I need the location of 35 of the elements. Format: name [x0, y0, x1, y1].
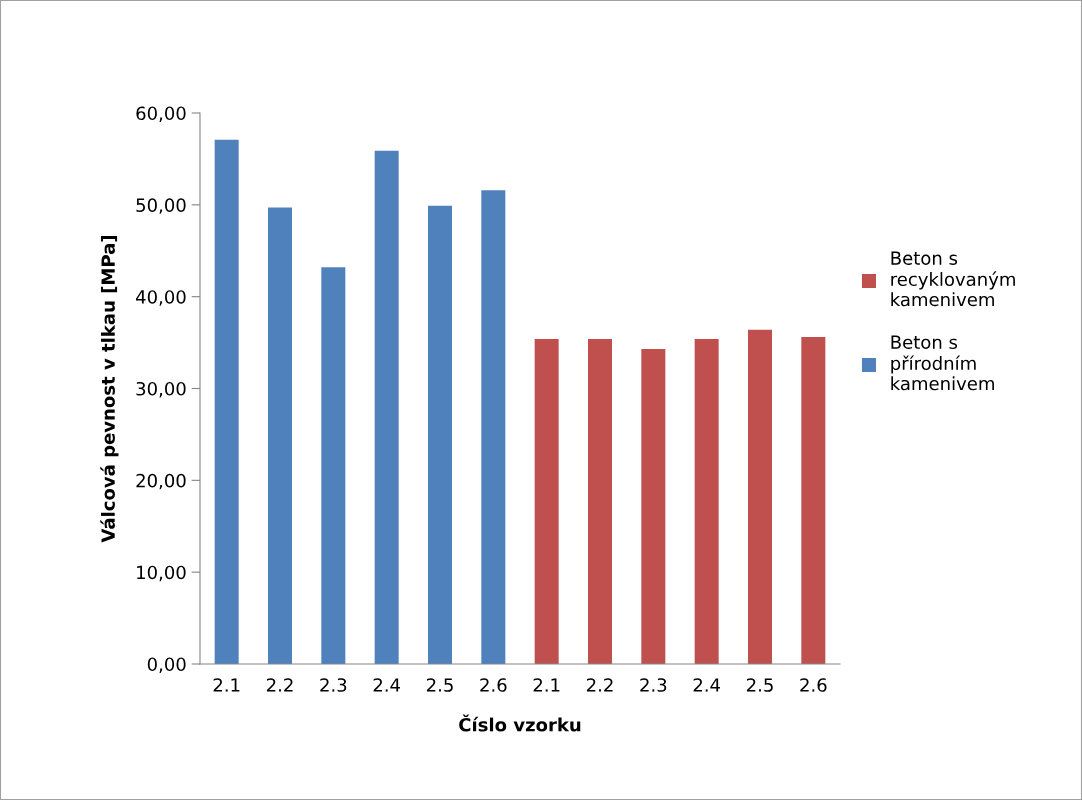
- x-tick-label: 2.5: [426, 678, 453, 692]
- x-tick-label: 2.3: [640, 678, 667, 692]
- bar: [321, 267, 346, 664]
- y-tick-label: 30,00: [136, 381, 186, 398]
- bar: [481, 190, 506, 664]
- bar: [268, 207, 292, 664]
- legend-label: Beton s recyklovaným kamenivem: [891, 251, 1015, 307]
- x-tick-label: 2.2: [586, 678, 613, 692]
- x-tick-label: 2.2: [266, 678, 293, 692]
- y-tick-label: 0,00: [147, 657, 186, 673]
- x-tick-label: 2.1: [533, 678, 560, 692]
- legend-label: Beton s přírodním kamenivem: [891, 335, 994, 391]
- y-tick-label: 10,00: [137, 565, 186, 582]
- y-tick-label: 50,00: [136, 198, 186, 214]
- bar: [214, 139, 239, 664]
- bar: [374, 150, 399, 664]
- bar: [534, 338, 559, 664]
- bar: [748, 329, 772, 664]
- x-axis-title: Číslo vzorku: [459, 714, 581, 732]
- y-axis-title: Válcová pevnost v tlkau [MPa]: [100, 235, 119, 543]
- x-tick-label: 2.6: [480, 678, 507, 692]
- y-tick-label: 40,00: [136, 290, 186, 306]
- bar: [588, 338, 612, 664]
- y-tick-label: 20,00: [136, 473, 186, 490]
- x-tick-label: 2.3: [320, 678, 347, 692]
- x-tick-label: 2.5: [746, 678, 773, 692]
- x-tick-label: 2.1: [213, 678, 240, 692]
- x-tick-label: 2.4: [693, 678, 721, 692]
- bar: [641, 349, 666, 664]
- x-tick-label: 2.6: [800, 678, 827, 692]
- bar: [694, 338, 719, 664]
- bar: [801, 337, 826, 664]
- bar: [428, 205, 452, 664]
- y-tick-label: 60,00: [136, 106, 186, 122]
- x-tick-label: 2.4: [373, 678, 401, 692]
